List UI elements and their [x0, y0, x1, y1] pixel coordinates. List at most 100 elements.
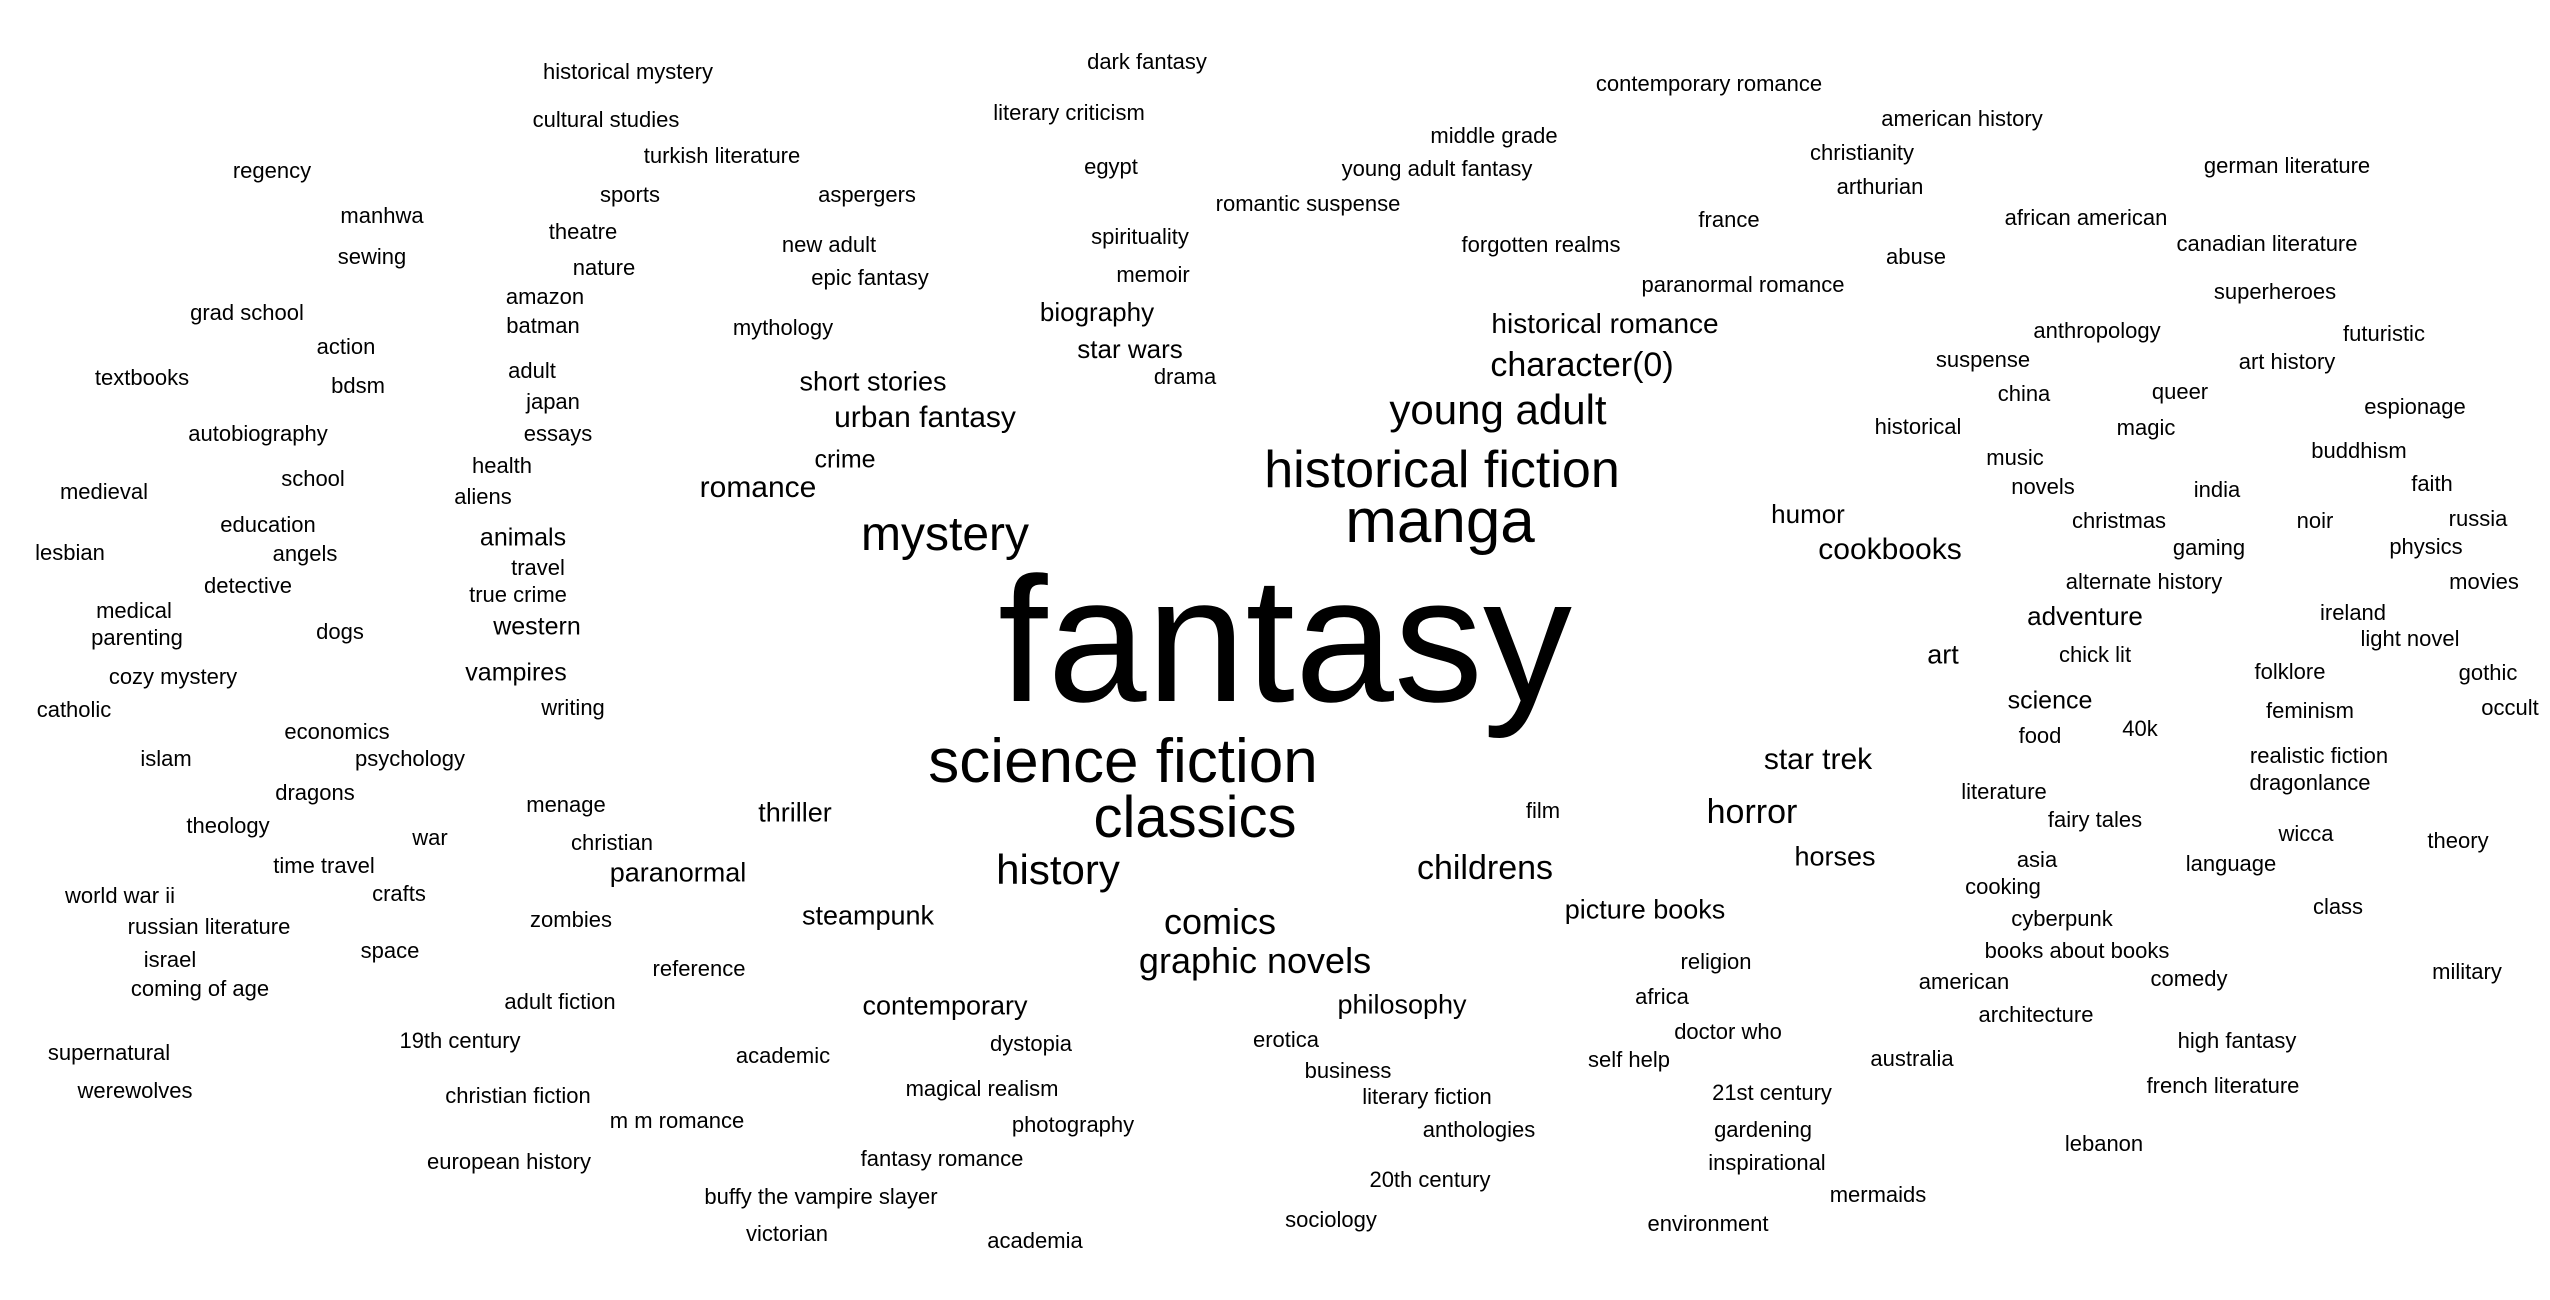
word-russia: russia	[2448, 506, 2508, 531]
word-fantasy-romance: fantasy romance	[860, 1146, 1024, 1171]
word-mystery: mystery	[861, 508, 1029, 561]
word-crime: crime	[814, 445, 876, 474]
word-autobiography: autobiography	[188, 421, 328, 446]
word-self-help: self help	[1588, 1047, 1670, 1072]
word-zombies: zombies	[530, 907, 612, 932]
word-israel: israel	[143, 947, 197, 972]
word-gaming: gaming	[2172, 535, 2246, 560]
word-movies: movies	[2449, 569, 2519, 594]
word-dystopia: dystopia	[990, 1031, 1072, 1056]
word-biography: biography	[1039, 297, 1155, 327]
word-crafts: crafts	[372, 881, 426, 906]
word-turkish-literature: turkish literature	[643, 143, 801, 168]
word-medical: medical	[96, 598, 172, 623]
word-dogs: dogs	[316, 619, 364, 644]
word-health: health	[472, 453, 532, 478]
word-gardening: gardening	[1714, 1117, 1812, 1142]
word-christian: christian	[571, 830, 653, 855]
word-cookbooks: cookbooks	[1818, 533, 1962, 566]
word-queer: queer	[2151, 379, 2209, 404]
word-high-fantasy: high fantasy	[2177, 1028, 2297, 1053]
word-essays: essays	[523, 421, 593, 446]
word-picture-books: picture books	[1564, 894, 1726, 925]
word-true-crime: true crime	[469, 582, 567, 607]
word-dragonlance: dragonlance	[2249, 770, 2371, 795]
word-european-history: european history	[427, 1149, 591, 1174]
word-military: military	[2432, 959, 2502, 984]
word-cultural-studies: cultural studies	[532, 107, 680, 132]
word-adult: adult	[508, 358, 556, 383]
word-horror: horror	[1706, 793, 1798, 831]
word-gothic: gothic	[2458, 660, 2518, 685]
word-abuse: abuse	[1886, 244, 1946, 269]
word-star-wars: star wars	[1077, 334, 1183, 364]
word-21st-century: 21st century	[1712, 1080, 1832, 1105]
word-historical-romance: historical romance	[1491, 308, 1719, 339]
word-paranormal-romance: paranormal romance	[1641, 272, 1845, 297]
word-historical-mystery: historical mystery	[543, 59, 713, 84]
word-arthurian: arthurian	[1836, 174, 1924, 199]
word-language: language	[2185, 851, 2277, 876]
word-literary-criticism: literary criticism	[993, 100, 1145, 125]
word-fantasy: fantasy	[998, 540, 1572, 739]
word-alternate-history: alternate history	[2065, 569, 2223, 594]
word-cozy-mystery: cozy mystery	[108, 664, 238, 689]
word-islam: islam	[140, 746, 192, 771]
word-historical: historical	[1874, 414, 1962, 439]
word-action: action	[316, 334, 376, 359]
word-theory: theory	[2427, 828, 2489, 853]
word-medieval: medieval	[59, 479, 149, 504]
word-short-stories: short stories	[799, 366, 947, 397]
word-batman: batman	[506, 313, 580, 338]
word-middle-grade: middle grade	[1430, 123, 1558, 148]
word-faith: faith	[2411, 471, 2453, 496]
word-photography: photography	[1011, 1112, 1135, 1137]
word-cyberpunk: cyberpunk	[2011, 906, 2113, 931]
word-romance: romance	[699, 471, 817, 504]
word-africa: africa	[1635, 984, 1689, 1009]
word-inspirational: inspirational	[1708, 1150, 1826, 1175]
word-vampires: vampires	[465, 658, 567, 687]
word-theatre: theatre	[548, 219, 618, 244]
word-asia: asia	[2016, 847, 2058, 872]
word-detective: detective	[203, 573, 293, 598]
word-art: art	[1927, 639, 1959, 670]
word-comics: comics	[1163, 901, 1277, 942]
word-animals: animals	[479, 523, 567, 552]
word-literary-fiction: literary fiction	[1362, 1084, 1492, 1109]
word-angels: angels	[272, 541, 338, 566]
word-egypt: egypt	[1084, 154, 1138, 179]
word-christmas: christmas	[2071, 508, 2167, 533]
word-character-0: character(0)	[1490, 346, 1674, 384]
word-india: india	[2193, 477, 2241, 502]
word-theology: theology	[186, 813, 270, 838]
word-magic: magic	[2116, 415, 2176, 440]
word-mythology: mythology	[732, 315, 834, 340]
word-feminism: feminism	[2265, 698, 2355, 723]
word-supernatural: supernatural	[47, 1040, 171, 1065]
word-sewing: sewing	[337, 244, 407, 269]
word-fairy-tales: fairy tales	[2047, 807, 2143, 832]
word-19th-century: 19th century	[399, 1028, 521, 1053]
word-urban-fantasy: urban fantasy	[834, 401, 1016, 434]
word-war: war	[412, 825, 448, 850]
word-business: business	[1304, 1058, 1392, 1083]
word-light-novel: light novel	[2360, 626, 2460, 651]
word-psychology: psychology	[354, 746, 466, 771]
word-comedy: comedy	[2150, 966, 2228, 991]
word-mermaids: mermaids	[1829, 1182, 1927, 1207]
word-dragons: dragons	[275, 780, 355, 805]
word-academia: academia	[987, 1228, 1083, 1253]
word-graphic-novels: graphic novels	[1138, 940, 1372, 981]
word-20th-century: 20th century	[1369, 1167, 1491, 1192]
word-manga: manga	[1345, 487, 1535, 556]
word-buddhism: buddhism	[2311, 438, 2407, 463]
word-western: western	[493, 612, 581, 641]
word-science: science	[2007, 686, 2093, 715]
word-star-trek: star trek	[1763, 743, 1873, 776]
word-young-adult: young adult	[1389, 386, 1607, 433]
word-american: american	[1918, 969, 2010, 994]
word-art-history: art history	[2238, 349, 2336, 374]
word-anthologies: anthologies	[1422, 1117, 1536, 1142]
word-literature: literature	[1961, 779, 2047, 804]
